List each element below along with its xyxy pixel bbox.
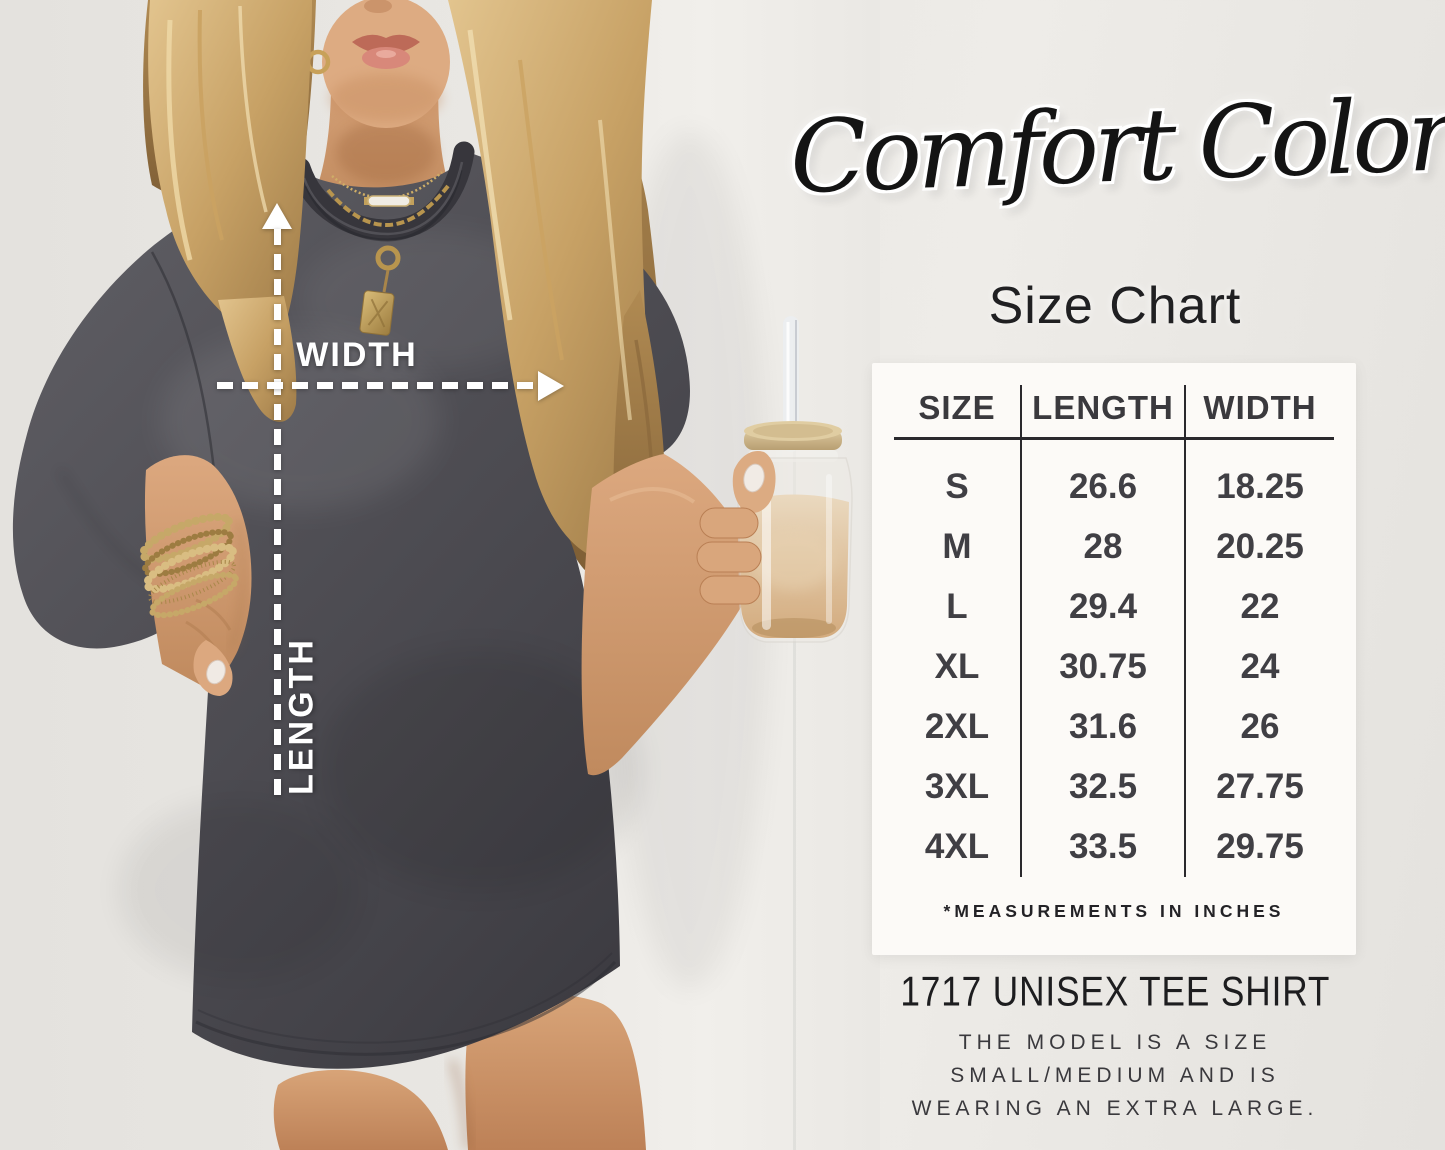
model-photo-illustration: [0, 0, 880, 1150]
width-dashed-line: [217, 382, 539, 389]
necklaces-graphic: [326, 171, 450, 336]
length-cell: 31.6: [1021, 697, 1186, 757]
width-cell: 27.75: [1216, 767, 1304, 806]
hem-stitch: [195, 960, 617, 1056]
lips-graphic: [352, 34, 420, 54]
column-header-width: WIDTH: [1185, 385, 1334, 440]
size-cell: 4XL: [894, 817, 1022, 877]
legs-graphic: [273, 993, 646, 1150]
bar-pendant-graphic: [367, 195, 411, 207]
hair-front-graphic: [148, 0, 666, 633]
clasp-graphic: [375, 245, 401, 271]
size-table-row: S 26.6 18.25: [894, 438, 1334, 517]
size-table-row: XL 30.75 24: [894, 637, 1334, 697]
size-chart-heading: Size Chart: [988, 277, 1242, 335]
width-cell: 20.25: [1216, 527, 1304, 566]
width-cell: 26: [1240, 707, 1280, 746]
length-label: LENGTH: [282, 637, 321, 795]
size-table-row: 4XL 33.5 29.75: [894, 817, 1334, 877]
length-cell: 28: [1021, 517, 1186, 577]
bracelets-graphic: [139, 512, 239, 619]
size-cell: S: [894, 438, 1022, 517]
length-cell: 32.5: [1021, 757, 1186, 817]
length-cell: 33.5: [1021, 817, 1186, 877]
size-cell: L: [894, 577, 1022, 637]
width-cell: 18.25: [1216, 467, 1304, 506]
length-cell: 30.75: [1021, 637, 1186, 697]
wall-corner-line: [793, 330, 796, 1150]
model-note-line: WEARING AN EXTRA LARGE.: [911, 1097, 1319, 1120]
width-cell: 22: [1240, 587, 1280, 626]
tag-pendant-graphic: [359, 290, 395, 336]
size-table-header-row: SIZE LENGTH WIDTH: [894, 385, 1334, 440]
length-cell: 29.4: [1021, 577, 1186, 637]
length-cell: 26.6: [1021, 438, 1186, 517]
nail-graphic: [206, 659, 226, 685]
model-photo: WIDTH LENGTH: [0, 0, 880, 1150]
nail-graphic: [743, 463, 765, 493]
size-cell: 3XL: [894, 757, 1022, 817]
size-table-row: 2XL 31.6 26: [894, 697, 1334, 757]
size-cell: XL: [894, 637, 1022, 697]
size-cell: M: [894, 517, 1022, 577]
length-dashed-line: [274, 229, 281, 802]
units-note: *MEASUREMENTS IN INCHES: [943, 901, 1285, 921]
size-table-row: M 28 20.25: [894, 517, 1334, 577]
width-arrowhead-icon: [538, 371, 564, 401]
model-sizing-note: THE MODEL IS A SIZE SMALL/MEDIUM AND IS …: [790, 1026, 1440, 1125]
width-label: WIDTH: [296, 336, 418, 374]
hand-on-cup-graphic: [696, 450, 776, 605]
collar-graphic: [289, 141, 475, 241]
product-name: 1717 UNISEX TEE SHIRT: [900, 969, 1330, 1015]
size-table-card: SIZE LENGTH WIDTH S 26.6 18.25 M 28 20.25 L 29.…: [872, 363, 1356, 955]
size-table-row: 3XL 32.5 27.75: [894, 757, 1334, 817]
width-cell: 29.75: [1216, 827, 1304, 866]
size-cell: 2XL: [894, 697, 1022, 757]
length-arrowhead-icon: [262, 203, 292, 229]
column-header-size: SIZE: [894, 385, 1022, 440]
size-table: SIZE LENGTH WIDTH S 26.6 18.25 M 28 20.25 L 29.…: [894, 385, 1334, 877]
arm-on-hip-graphic: [139, 455, 252, 696]
column-header-length: LENGTH: [1021, 385, 1186, 440]
size-table-row: L 29.4 22: [894, 577, 1334, 637]
width-cell: 24: [1240, 647, 1280, 686]
model-note-line: THE MODEL IS A SIZE: [958, 1031, 1272, 1054]
arm-with-cup-graphic: [581, 316, 853, 776]
model-note-line: SMALL/MEDIUM AND IS: [950, 1064, 1280, 1087]
face-graphic: [305, 0, 452, 220]
brand-script-title: Comfort Colors: [788, 74, 1445, 217]
